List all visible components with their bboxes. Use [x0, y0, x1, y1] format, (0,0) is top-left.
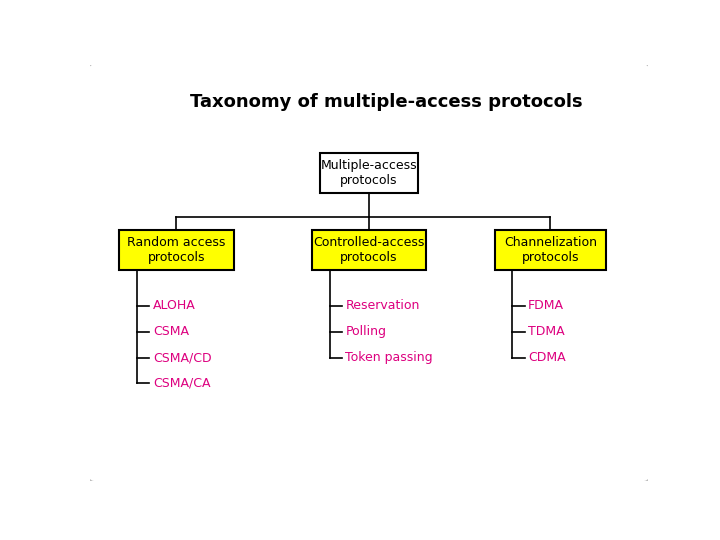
FancyBboxPatch shape	[87, 63, 651, 483]
Text: ALOHA: ALOHA	[153, 300, 196, 313]
Bar	[120, 230, 234, 269]
Text: CSMA: CSMA	[153, 325, 189, 338]
Text: Multiple-access
protocols: Multiple-access protocols	[320, 159, 418, 187]
Text: Random access
protocols: Random access protocols	[127, 236, 225, 264]
Text: Controlled-access
protocols: Controlled-access protocols	[313, 236, 425, 264]
Text: Reservation: Reservation	[346, 300, 420, 313]
Text: Polling: Polling	[346, 325, 387, 338]
Text: TDMA: TDMA	[528, 325, 564, 338]
Text: FDMA: FDMA	[528, 300, 564, 313]
Text: Token passing: Token passing	[346, 351, 433, 364]
Bar	[495, 230, 606, 269]
Bar	[312, 230, 426, 269]
Text: CDMA: CDMA	[528, 351, 566, 364]
Text: Taxonomy of multiple-access protocols: Taxonomy of multiple-access protocols	[190, 93, 583, 111]
Text: CSMA/CA: CSMA/CA	[153, 377, 210, 390]
Bar	[320, 153, 418, 193]
Text: CSMA/CD: CSMA/CD	[153, 351, 212, 364]
Text: Channelization
protocols: Channelization protocols	[504, 236, 597, 264]
